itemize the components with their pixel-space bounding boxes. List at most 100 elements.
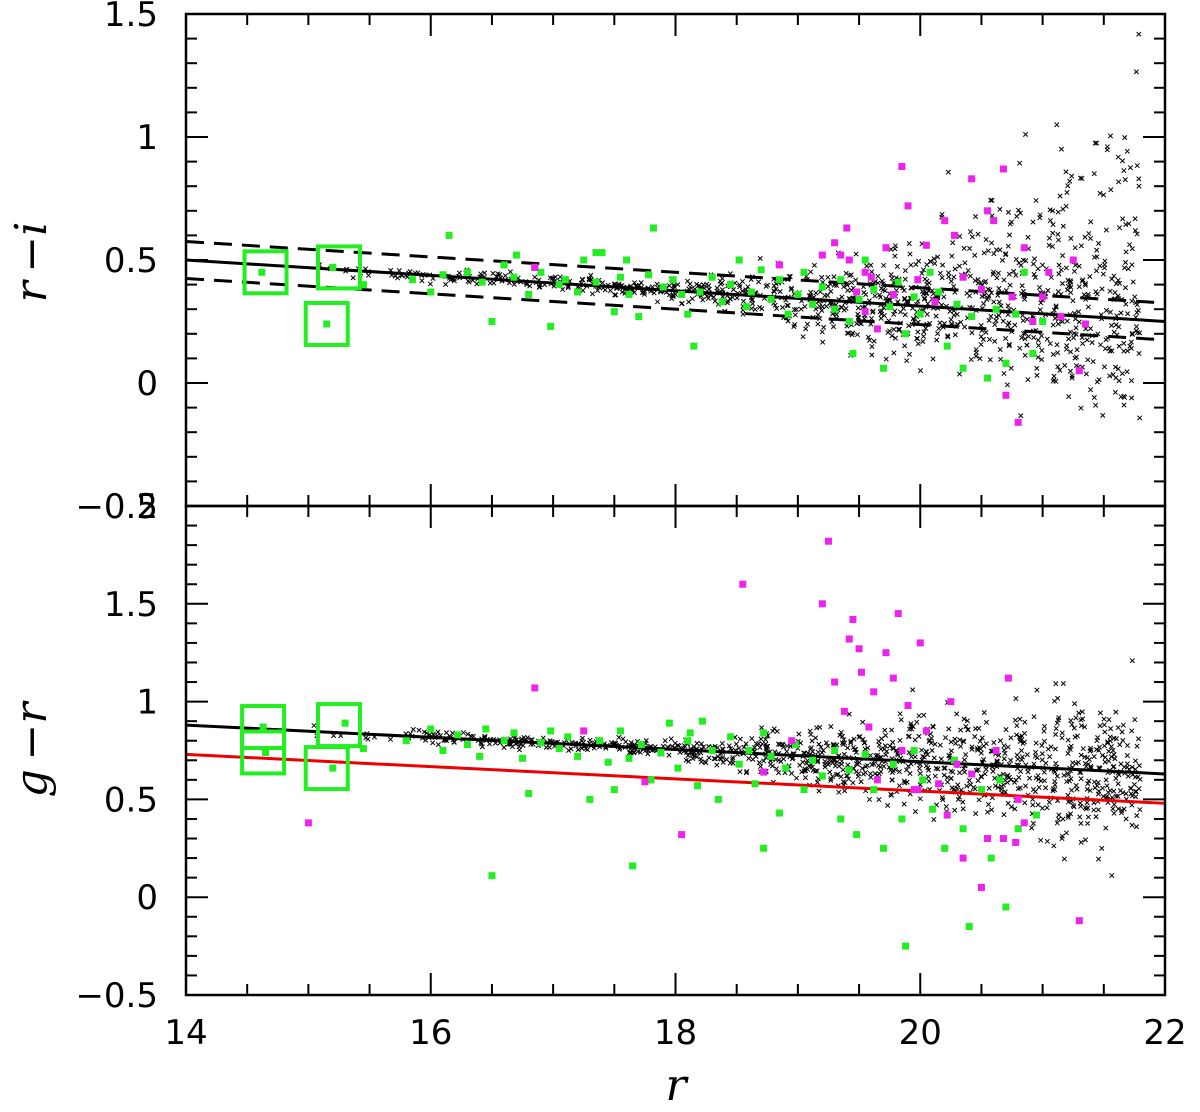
background-point [1059, 280, 1066, 287]
background-point [843, 270, 849, 276]
background-point [1041, 728, 1047, 734]
background-point [902, 312, 908, 318]
background-point [1134, 231, 1140, 237]
background-point [1088, 747, 1094, 753]
background-point [975, 747, 981, 753]
background-point [1096, 747, 1102, 753]
background-point [1015, 756, 1021, 762]
background-point [1002, 750, 1008, 756]
background-point [1082, 281, 1088, 287]
green-point [259, 723, 267, 731]
background-point [960, 806, 966, 812]
background-point [1054, 122, 1060, 128]
background-point [830, 324, 837, 330]
y-tick-label: 0 [136, 364, 158, 404]
background-point [1006, 320, 1012, 326]
background-point [743, 741, 749, 747]
magenta-point [873, 325, 881, 333]
background-point [1059, 735, 1065, 741]
background-point [833, 772, 840, 778]
background-point [1057, 193, 1063, 199]
green-point [849, 349, 857, 357]
top-background-points [315, 31, 1143, 421]
background-point [1006, 232, 1013, 238]
background-point [848, 738, 854, 744]
background-point [904, 767, 910, 773]
green-point [784, 310, 792, 318]
green-point [965, 923, 973, 931]
background-point [976, 797, 982, 803]
background-point [912, 808, 919, 815]
background-point [774, 728, 780, 734]
background-point [520, 742, 526, 749]
magenta-point [910, 786, 918, 794]
green-point [1014, 825, 1022, 833]
background-point [1108, 322, 1115, 328]
green-point [629, 862, 637, 870]
background-point [478, 271, 484, 277]
background-point [909, 726, 915, 732]
magenta-point [845, 635, 853, 643]
background-point [733, 741, 739, 747]
background-point [1068, 349, 1074, 355]
background-point [1108, 726, 1114, 732]
background-point [1115, 793, 1121, 799]
background-point [950, 240, 956, 246]
background-point [1115, 293, 1121, 299]
background-point [966, 777, 972, 783]
background-point [962, 324, 968, 330]
background-point [883, 752, 889, 758]
background-point [666, 752, 672, 758]
green-point [889, 760, 897, 768]
background-point [1100, 412, 1106, 418]
background-point [714, 745, 721, 751]
background-point [942, 765, 948, 771]
green-point [837, 276, 845, 284]
background-point [929, 747, 935, 753]
magenta-point [959, 854, 967, 862]
highlight-box [240, 729, 287, 776]
background-point [1000, 782, 1007, 788]
background-point [863, 291, 869, 298]
background-point [746, 755, 752, 761]
background-point [670, 292, 676, 298]
background-point [1087, 326, 1094, 332]
background-point [877, 294, 884, 300]
green-point [500, 261, 508, 269]
background-point [973, 347, 979, 353]
background-point [791, 324, 797, 330]
magenta-point [641, 778, 649, 786]
y-tick-label: 1 [136, 683, 158, 723]
background-point [1112, 756, 1118, 762]
y-tick-label: 1.5 [104, 0, 158, 35]
background-point [1001, 277, 1007, 283]
green-point [791, 741, 799, 749]
background-point [654, 281, 660, 287]
magenta-point [531, 684, 539, 692]
green-point [596, 737, 604, 745]
magenta-point [898, 163, 906, 171]
background-point [1123, 249, 1129, 255]
background-point [575, 747, 581, 753]
background-point [1136, 762, 1142, 769]
background-point [756, 279, 762, 285]
background-point [1055, 816, 1062, 822]
background-point [532, 274, 538, 280]
background-point [1103, 825, 1109, 831]
background-point [1066, 336, 1072, 342]
background-point [1002, 789, 1008, 795]
background-point [845, 745, 851, 751]
background-point [869, 352, 875, 358]
background-point [679, 300, 685, 306]
background-point [883, 356, 889, 362]
background-point [808, 269, 814, 275]
background-point [1019, 757, 1025, 763]
background-point [995, 270, 1001, 276]
background-point [1023, 258, 1029, 264]
background-point [1128, 791, 1134, 797]
background-point [878, 736, 885, 742]
green-point [735, 256, 743, 264]
background-point [967, 273, 973, 279]
background-point [806, 763, 812, 769]
background-point [963, 752, 969, 758]
